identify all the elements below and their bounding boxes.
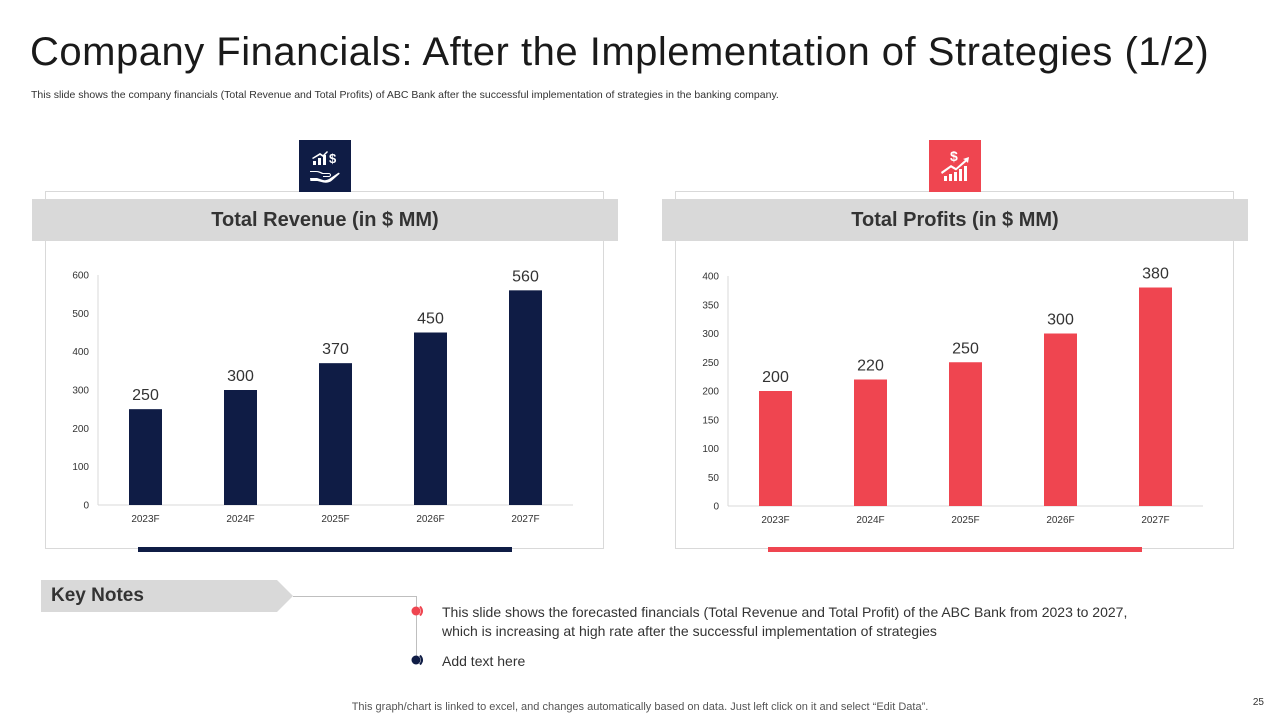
profits-icon-box: $ bbox=[929, 140, 981, 192]
key-notes-label: Key Notes bbox=[41, 580, 293, 612]
revenue-bar-2023F[interactable] bbox=[129, 409, 162, 505]
red-bullet-icon bbox=[411, 605, 423, 617]
key-note-1-line-2: which is increasing at high rate after t… bbox=[442, 623, 937, 639]
key-note-1: This slide shows the forecasted financia… bbox=[442, 603, 1127, 641]
money-growth-hand-icon: $ bbox=[310, 151, 340, 183]
revenue-bar-2025F[interactable] bbox=[319, 363, 352, 505]
key-note-2[interactable]: Add text here bbox=[442, 653, 526, 669]
page-number: 25 bbox=[1252, 697, 1264, 708]
revenue-chart-title: Total Revenue (in $ MM) bbox=[32, 199, 618, 241]
revenue-accent-bar bbox=[138, 547, 512, 552]
profits-bar-2025F[interactable] bbox=[949, 362, 982, 506]
footer-note: This graph/chart is linked to excel, and… bbox=[351, 701, 929, 713]
profits-bar-2023F[interactable] bbox=[759, 391, 792, 506]
key-notes-connector bbox=[293, 596, 417, 597]
profits-accent-bar bbox=[768, 547, 1142, 552]
profits-chart-title: Total Profits (in $ MM) bbox=[662, 199, 1248, 241]
navy-bullet-icon bbox=[411, 654, 423, 666]
key-note-1-line-1: This slide shows the forecasted financia… bbox=[442, 604, 1128, 620]
key-notes-connector-vertical bbox=[416, 596, 417, 660]
revenue-bar-2027F[interactable] bbox=[509, 290, 542, 505]
svg-text:$: $ bbox=[329, 151, 337, 166]
revenue-bar-2024F[interactable] bbox=[224, 390, 257, 505]
profits-bar-2027F[interactable] bbox=[1139, 287, 1172, 507]
page-title: Company Financials: After the Implementa… bbox=[30, 30, 1210, 74]
profits-bar-2026F[interactable] bbox=[1044, 333, 1077, 507]
page-subtitle: This slide shows the company financials … bbox=[31, 89, 779, 101]
svg-text:$: $ bbox=[950, 148, 958, 164]
profits-bar-2024F[interactable] bbox=[854, 379, 887, 507]
dollar-growth-chart-icon: $ bbox=[941, 148, 969, 181]
revenue-icon-box: $ bbox=[299, 140, 351, 192]
revenue-bar-2026F[interactable] bbox=[414, 332, 447, 506]
